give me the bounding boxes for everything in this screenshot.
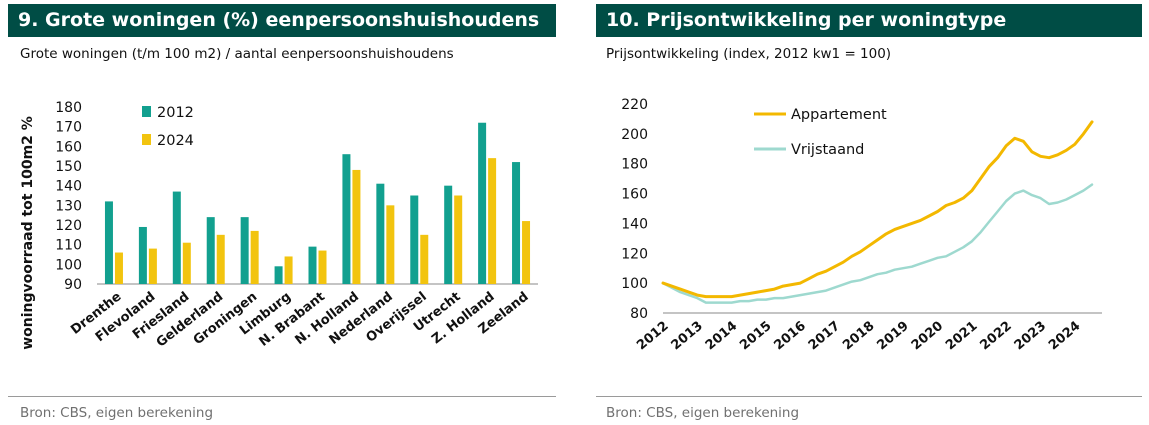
x-tick-label: 2024: [1046, 319, 1083, 354]
bar-2012: [342, 154, 351, 284]
x-tick-label: 2023: [1012, 319, 1049, 354]
bar-2012: [172, 191, 181, 284]
bar-2024: [386, 205, 395, 284]
bar-2012: [376, 183, 385, 284]
bar-2012: [274, 266, 283, 284]
y-tick-label: 100: [55, 257, 82, 273]
bar-2024: [318, 250, 327, 284]
y-tick-label: 160: [621, 187, 648, 203]
bar-2024: [352, 169, 361, 284]
bar-2012: [104, 201, 113, 284]
bar-2012: [138, 226, 147, 284]
source-divider: [596, 396, 1142, 397]
y-tick-label: 220: [621, 97, 648, 113]
chart-header: 9. Grote woningen (%) eenpersoonshuishou…: [8, 4, 556, 37]
x-tick-label: 2021: [943, 319, 980, 354]
bar-2024: [522, 221, 531, 284]
series-line-Appartement: [661, 120, 1094, 299]
y-tick-label: 200: [621, 127, 648, 143]
chart-subtitle: Prijsontwikkeling (index, 2012 kw1 = 100…: [606, 46, 892, 62]
y-tick-label: 110: [55, 238, 82, 254]
x-tick-label: 2019: [874, 319, 911, 354]
x-tick-label: 2012: [634, 319, 671, 354]
bar-2012: [478, 122, 487, 284]
bar-2012: [240, 217, 249, 284]
legend-label: 2012: [157, 105, 194, 121]
y-tick-label: 160: [55, 139, 82, 155]
y-tick-label: 120: [621, 246, 648, 262]
y-tick-label: 180: [55, 100, 82, 116]
x-tick-label: 2014: [703, 319, 740, 354]
bar-2024: [250, 230, 259, 284]
bar-2024: [114, 252, 123, 284]
panel-large-homes: 9. Grote woningen (%) eenpersoonshuishou…: [0, 0, 556, 425]
x-tick-label: 2016: [771, 319, 808, 354]
y-tick-label: 140: [55, 179, 82, 195]
panel-price-development: 10. Prijsontwikkeling per woningtype Pri…: [591, 0, 1149, 425]
y-tick-label: 80: [630, 306, 648, 322]
legend-swatch: [142, 134, 151, 145]
x-tick-label: 2015: [737, 319, 774, 354]
x-tick-label: 2020: [909, 319, 946, 354]
y-tick-label: 140: [621, 216, 648, 232]
y-tick-label: 150: [55, 159, 82, 175]
legend-label: Appartement: [791, 107, 887, 123]
bar-2012: [444, 185, 453, 284]
y-tick-label: 120: [55, 218, 82, 234]
y-tick-label: 170: [55, 120, 82, 136]
x-tick-label: 2022: [977, 319, 1014, 354]
y-axis-label: woningvoorraad tot 100m2 %: [20, 116, 36, 350]
x-tick-label: 2013: [669, 319, 706, 354]
legend-label: Vrijstaand: [791, 142, 864, 158]
chart-source: Bron: CBS, eigen berekening: [20, 405, 214, 421]
bar-2024: [454, 195, 463, 284]
legend-label: 2024: [157, 133, 194, 149]
line-chart: 8010012014016018020022020122013201420152…: [621, 97, 1102, 354]
y-tick-label: 90: [64, 277, 82, 293]
bar-2012: [512, 162, 521, 284]
y-tick-label: 130: [55, 198, 82, 214]
x-tick-label: 2018: [840, 319, 877, 354]
bar-chart: 90100110120130140150160170180DrentheFlev…: [20, 100, 538, 351]
series-line-Vrijstaand: [661, 183, 1094, 304]
bar-2024: [284, 256, 293, 284]
y-tick-label: 100: [621, 276, 648, 292]
chart-subtitle: Grote woningen (t/m 100 m2) / aantal een…: [20, 46, 454, 62]
chart-source: Bron: CBS, eigen berekening: [606, 405, 800, 421]
bar-2024: [216, 234, 225, 284]
x-tick-label: 2017: [806, 319, 843, 354]
bar-2012: [308, 246, 317, 284]
source-divider: [8, 396, 556, 397]
y-tick-label: 180: [621, 157, 648, 173]
legend-swatch: [142, 106, 151, 117]
chart-header: 10. Prijsontwikkeling per woningtype: [596, 4, 1142, 37]
bar-2024: [420, 234, 429, 284]
bar-2024: [488, 158, 497, 284]
bar-2012: [206, 217, 215, 284]
bar-2024: [148, 248, 157, 284]
bar-2024: [182, 242, 191, 284]
bar-2012: [410, 195, 419, 284]
